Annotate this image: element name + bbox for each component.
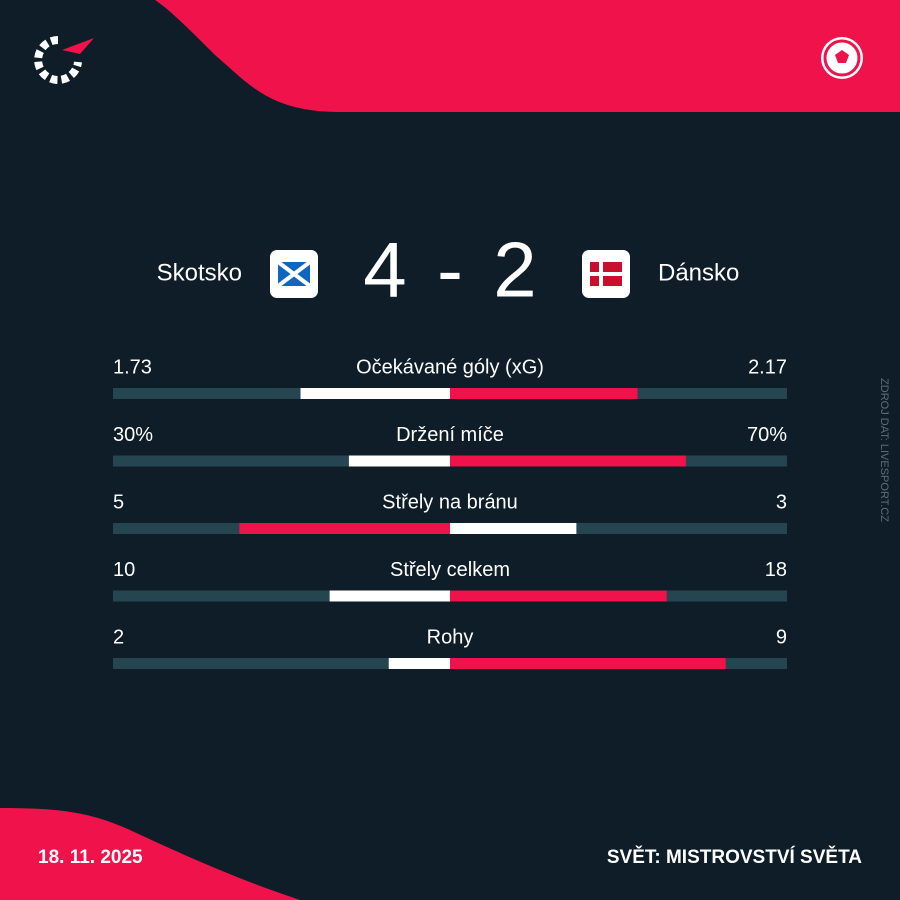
away-value: 9 <box>776 626 787 648</box>
home-value: 30% <box>113 424 153 446</box>
away-value: 18 <box>765 559 787 581</box>
stat-label: Očekávané góly (xG) <box>356 356 544 378</box>
home-bar <box>348 455 450 467</box>
away-bar <box>450 658 726 669</box>
home-value: 5 <box>113 491 124 513</box>
competition: SVĚT: MISTROVSTVÍ SVĚTA <box>607 846 862 868</box>
stat-label: Držení míče <box>396 424 504 446</box>
date: 18. 11. 2025 <box>38 847 143 868</box>
away-value: 70% <box>747 424 787 446</box>
top-banner <box>155 0 900 112</box>
source-note: ZDROJ DAT: LIVESPORT.CZ <box>878 378 890 522</box>
stat-label: Rohy <box>427 626 474 648</box>
away-bar <box>450 523 577 534</box>
logo <box>34 36 94 84</box>
away-team: Dánsko <box>658 259 739 286</box>
stat-label: Střely na bránu <box>382 491 518 513</box>
home-score: 4 <box>363 226 406 314</box>
home-value: 2 <box>113 626 124 648</box>
home-value: 10 <box>113 559 135 581</box>
away-flag <box>582 250 630 298</box>
home-bar <box>300 388 450 399</box>
home-bar <box>329 590 450 602</box>
stats: 1.73 Očekávané góly (xG) 2.17 30% Držení míč… <box>113 356 787 669</box>
away-bar <box>450 388 638 399</box>
home-bar <box>239 523 450 534</box>
away-score: 2 <box>493 226 536 314</box>
bottom-banner <box>0 808 300 900</box>
stat-label: Střely celkem <box>390 559 510 581</box>
home-value: 1.73 <box>113 356 152 378</box>
ball-icon <box>821 37 863 79</box>
score-separator: - <box>437 226 463 314</box>
home-bar <box>388 658 450 669</box>
away-bar <box>450 455 686 467</box>
away-bar <box>450 590 667 602</box>
home-flag <box>270 250 318 298</box>
away-value: 2.17 <box>748 356 787 378</box>
home-team: Skotsko <box>157 259 242 286</box>
away-value: 3 <box>776 491 787 513</box>
